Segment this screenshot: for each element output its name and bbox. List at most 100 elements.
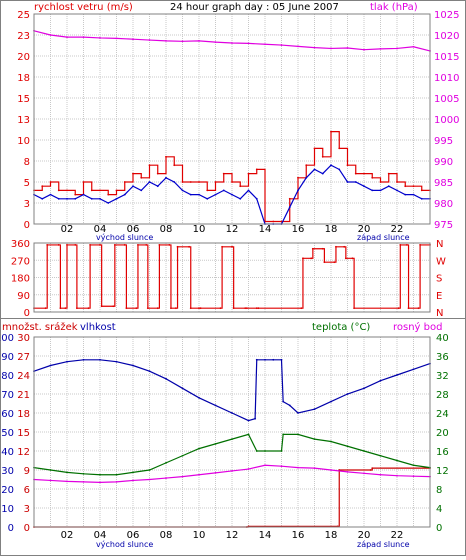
x-tick-label: 08 (160, 224, 173, 235)
x-tick-label: 04 (94, 224, 107, 235)
wind-gust-line-point (321, 155, 324, 158)
humidity-line-point (148, 370, 151, 373)
wind-direction-line-point (351, 257, 354, 260)
rain-line-point (371, 467, 374, 469)
wind-gust-line-point (412, 185, 415, 188)
x-tick-label: 20 (358, 530, 371, 541)
wind-gust-line-point (297, 176, 299, 179)
panel1-x-labels: 02 04 06 08 10 12 14 16 18 20 22 (61, 224, 404, 235)
wind-gust-line-point (49, 181, 52, 183)
wind-avg-line-point (74, 197, 77, 200)
wind-direction-line (34, 244, 430, 309)
wind-direction-line-point (397, 307, 400, 310)
wind-avg-line-point (379, 189, 382, 192)
wind-gust-line-point (189, 181, 192, 183)
humidity-axis-title: vlhkost (80, 322, 116, 333)
y-tick-label: 90 (17, 291, 30, 302)
wind-gust-line-point (354, 172, 357, 175)
humidity-line-point (254, 417, 256, 420)
temperature-line-point (282, 433, 285, 436)
wind-gust-line-point (107, 193, 110, 196)
y-tick-label: 18 (17, 409, 30, 420)
y-tick-label: 23 (17, 31, 30, 42)
temperature-line-point (297, 433, 299, 436)
y-tick-label-right: 24 (436, 409, 449, 420)
y-tick-label: 10 (17, 136, 30, 147)
temperature-line-point (313, 438, 316, 441)
x-tick-label: 12 (226, 224, 239, 235)
wind-direction-line-point (310, 257, 313, 260)
wind-avg-line-point (313, 168, 316, 171)
y-tick-label: 0 (24, 523, 30, 534)
wind-gust-line-point (404, 185, 407, 188)
humidity-line-point (132, 364, 134, 367)
pressure-line-point (297, 45, 299, 48)
temperature-line-point (66, 471, 68, 474)
wind-avg-line-point (354, 181, 357, 183)
rain-axis-title: množst. srážek (2, 321, 78, 333)
humidity-line-point (288, 404, 291, 407)
wind-avg-line-point (288, 206, 291, 209)
humidity-line-point (396, 374, 398, 376)
wind-direction-line-point (46, 244, 49, 246)
wind-gust-line-point (132, 172, 134, 175)
humidity-line-point (280, 358, 283, 361)
y-tick-label: 15 (17, 428, 30, 439)
humidity-line-point (115, 360, 118, 363)
temperature-line-point (198, 447, 200, 450)
wind-direction-line-point (146, 307, 149, 310)
y-tick-label-right: 995 (434, 136, 453, 147)
wind-direction-line-point (113, 244, 116, 246)
y-tick-label: 60 (1, 409, 14, 420)
temperature-axis-title: teplota (°C) (312, 322, 370, 333)
humidity-line-point (379, 379, 382, 382)
wind-gust-line-point (148, 164, 151, 167)
wind-gust-line-point (123, 181, 126, 183)
pressure-line-point (346, 47, 349, 49)
wind-gust-line-point (82, 181, 85, 183)
temperature-line-point (396, 459, 398, 462)
wind-avg-line-point (156, 185, 159, 188)
y-tick-label-right: N (436, 239, 443, 250)
panel2-grid (34, 243, 430, 312)
y-tick-label: 70 (1, 390, 14, 401)
wind-avg-line-point (371, 189, 374, 192)
wind-direction-line-point (176, 245, 179, 248)
wind-direction-line-point (188, 245, 191, 248)
humidity-line-point (198, 396, 200, 399)
temperature-line-point (363, 450, 365, 452)
x-tick-label: 14 (259, 224, 272, 235)
wind-direction-line-point (66, 244, 68, 246)
wind-gust-line (34, 131, 430, 223)
wind-direction-line-point (311, 247, 314, 250)
wind-direction-line-point (89, 244, 91, 246)
x-tick-label: 20 (358, 224, 371, 235)
wind-direction-line-point (333, 261, 336, 264)
dewpoint-line-point (297, 466, 299, 469)
x-tick-label: 08 (160, 530, 173, 541)
humidity-line-point (330, 400, 332, 403)
humidity-line-point (165, 377, 167, 380)
wind-gust-line-point (313, 147, 316, 150)
y-tick-label: 25 (17, 10, 30, 21)
y-tick-label: 27 (17, 352, 30, 363)
dewpoint-line-point (66, 480, 68, 483)
panel3-x-labels: 02 04 06 08 10 12 14 16 18 20 22 (61, 530, 404, 541)
wind-direction-line-point (189, 307, 192, 310)
dewpoint-line-point (280, 465, 283, 468)
temperature-line (33, 433, 431, 476)
wind-avg-line-point (412, 193, 415, 196)
wind-gust-line-point (255, 168, 258, 171)
y-tick-label: 0 (8, 523, 14, 534)
x-tick-label: 10 (193, 224, 206, 235)
y-tick-label-right: 1020 (434, 31, 459, 42)
pressure-line-point (330, 47, 332, 50)
panel1-series (33, 29, 431, 225)
panel3-frame (33, 336, 431, 528)
panel1-y-labels: 0 3 5 8 10 13 15 18 20 23 25 975 980 985 990 995 1000 100… (17, 10, 459, 231)
pressure-line-point (132, 38, 134, 41)
wind-avg-line-point (321, 172, 324, 175)
dewpoint-line-point (231, 470, 233, 472)
y-tick-label: 18 (17, 73, 30, 84)
